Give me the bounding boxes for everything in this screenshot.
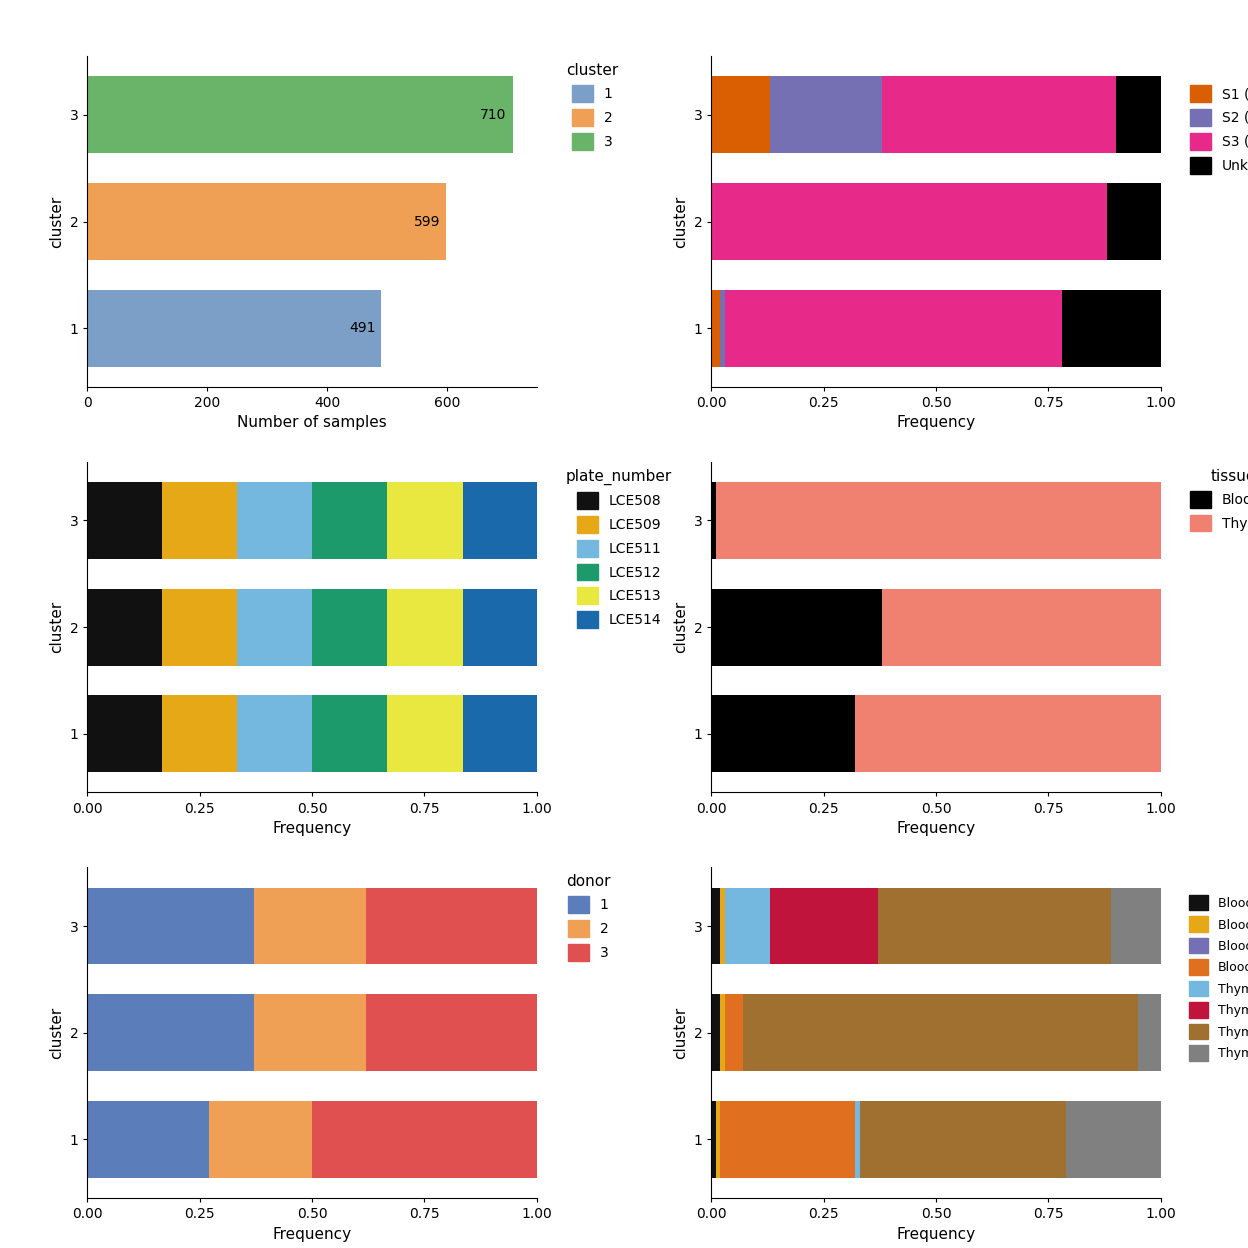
Text: 599: 599 — [413, 215, 441, 228]
X-axis label: Frequency: Frequency — [896, 821, 976, 836]
Legend: 1, 2, 3: 1, 2, 3 — [567, 875, 610, 961]
Bar — [162, 589, 237, 665]
Bar — [1138, 995, 1161, 1071]
Bar — [855, 1101, 860, 1178]
Bar — [1111, 887, 1161, 965]
Bar — [711, 183, 1107, 260]
Legend: S1 (CD4+/CD161-), S2 (CD4-/CD161-), S3 (CD4-/CD161+), Unknown: S1 (CD4+/CD161-), S2 (CD4-/CD161-), S3 (… — [1191, 64, 1248, 173]
Bar — [312, 589, 387, 665]
Bar — [387, 482, 463, 559]
Y-axis label: cluster: cluster — [49, 1007, 64, 1058]
Bar — [882, 589, 1161, 665]
X-axis label: Frequency: Frequency — [272, 821, 352, 836]
Bar — [87, 589, 162, 665]
Y-axis label: cluster: cluster — [673, 1007, 688, 1058]
Bar — [87, 183, 447, 260]
Legend: Blood.S1 (CD4+/CD161-), Blood.S2 (CD4-/CD161-), Blood.S3 (CD4-/CD161+), Blood.Un: Blood.S1 (CD4+/CD161-), Blood.S2 (CD4-/C… — [1189, 874, 1248, 1061]
Bar — [208, 1101, 312, 1178]
Text: 491: 491 — [349, 321, 376, 336]
Legend: Blood, Thymus: Blood, Thymus — [1191, 469, 1248, 532]
Bar — [253, 887, 366, 965]
Bar — [711, 995, 720, 1071]
Bar — [711, 76, 770, 154]
Bar — [716, 482, 1161, 559]
Bar — [387, 589, 463, 665]
Bar — [860, 1101, 1066, 1178]
Bar — [720, 887, 725, 965]
Bar — [312, 482, 387, 559]
Bar — [711, 1101, 716, 1178]
Bar — [87, 290, 382, 367]
Bar — [366, 887, 537, 965]
Y-axis label: cluster: cluster — [49, 602, 64, 653]
Bar — [1116, 76, 1161, 154]
Bar — [711, 589, 882, 665]
X-axis label: Frequency: Frequency — [896, 1227, 976, 1242]
Legend: LCE508, LCE509, LCE511, LCE512, LCE513, LCE514: LCE508, LCE509, LCE511, LCE512, LCE513, … — [567, 469, 673, 628]
Bar — [882, 76, 1116, 154]
Bar — [711, 887, 720, 965]
Bar — [770, 76, 882, 154]
Bar — [162, 695, 237, 773]
Bar — [87, 482, 162, 559]
Bar — [711, 290, 720, 367]
Bar — [716, 1101, 720, 1178]
Bar — [743, 995, 1138, 1071]
Bar — [87, 995, 253, 1071]
Bar — [720, 1101, 855, 1178]
Legend: 1, 2, 3: 1, 2, 3 — [567, 64, 618, 150]
Bar — [1062, 290, 1161, 367]
Bar — [312, 1101, 537, 1178]
Bar — [312, 695, 387, 773]
Bar — [162, 482, 237, 559]
Bar — [720, 290, 725, 367]
Bar — [463, 482, 537, 559]
Bar — [87, 76, 513, 154]
Bar — [87, 1101, 208, 1178]
Bar — [1066, 1101, 1161, 1178]
Bar — [725, 995, 743, 1071]
Bar — [855, 695, 1161, 773]
X-axis label: Frequency: Frequency — [272, 1227, 352, 1242]
Bar — [720, 995, 725, 1071]
Bar — [253, 995, 366, 1071]
Bar — [366, 995, 537, 1071]
Bar — [463, 589, 537, 665]
Bar — [725, 290, 1062, 367]
Y-axis label: cluster: cluster — [673, 602, 688, 653]
Bar — [711, 482, 716, 559]
Y-axis label: cluster: cluster — [49, 196, 64, 247]
Bar — [87, 695, 162, 773]
Bar — [387, 695, 463, 773]
Bar — [877, 887, 1111, 965]
Bar — [711, 695, 855, 773]
Bar — [1107, 183, 1161, 260]
Bar — [237, 589, 312, 665]
Bar — [463, 695, 537, 773]
X-axis label: Number of samples: Number of samples — [237, 416, 387, 431]
Bar — [770, 887, 877, 965]
Bar — [87, 887, 253, 965]
X-axis label: Frequency: Frequency — [896, 416, 976, 431]
Bar — [237, 695, 312, 773]
Text: 710: 710 — [480, 107, 507, 122]
Bar — [237, 482, 312, 559]
Bar — [725, 887, 770, 965]
Y-axis label: cluster: cluster — [673, 196, 688, 247]
